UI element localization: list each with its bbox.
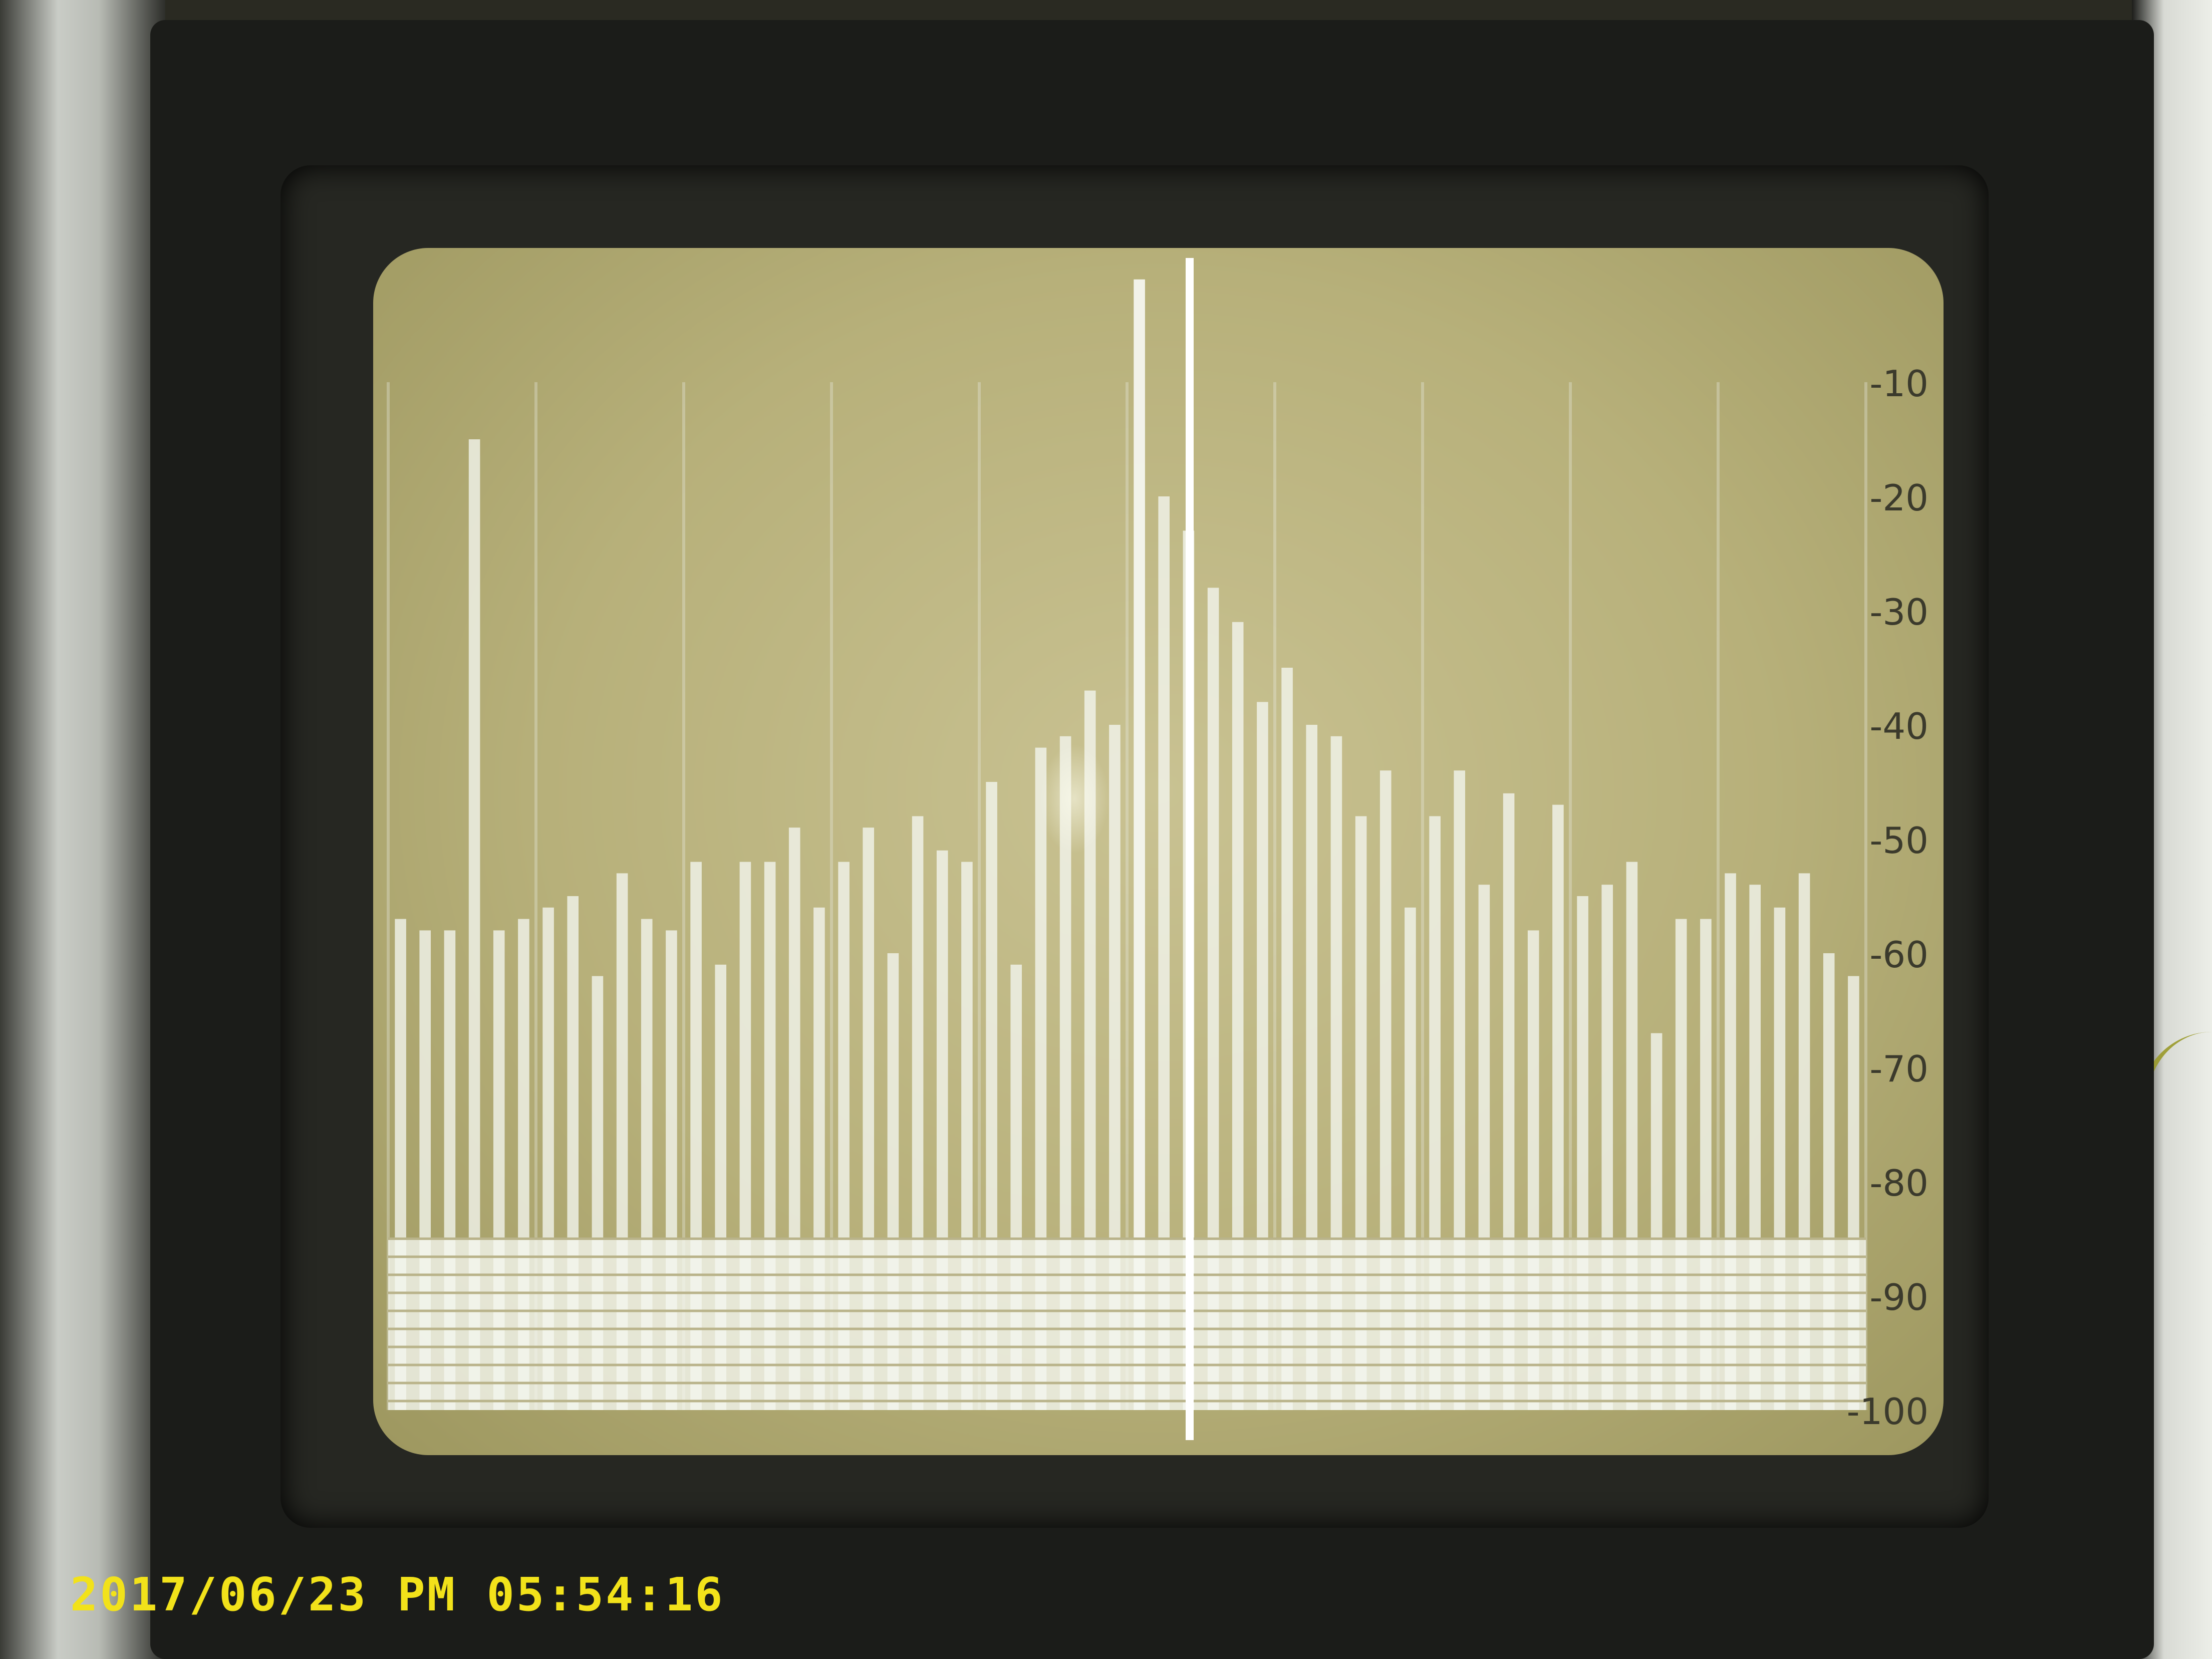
scale-label: -90 xyxy=(1869,1276,1928,1318)
scale-label: -30 xyxy=(1869,591,1928,633)
scale-label: -100 xyxy=(1847,1391,1928,1433)
spectrum-bar xyxy=(1281,668,1293,1410)
scale-label: -60 xyxy=(1869,934,1928,976)
scale-label: -20 xyxy=(1869,477,1928,519)
spectrum-bar xyxy=(1257,702,1268,1410)
scale-label: -70 xyxy=(1869,1048,1928,1090)
crt-screen: -10 -20 -30 -40 -50 -60 -70 -80 -90 -100 xyxy=(373,248,1944,1455)
spectrum-bar xyxy=(1084,690,1096,1410)
dB-scale: -10 -20 -30 -40 -50 -60 -70 -80 -90 -100 xyxy=(1847,363,1928,1433)
spectrum-bar xyxy=(1207,588,1219,1410)
spectrum-trace xyxy=(388,279,1866,1410)
scale-label: -40 xyxy=(1869,705,1928,747)
photo-timestamp: 2017/06/23 PM 05:54:16 xyxy=(70,1568,725,1621)
noise-floor xyxy=(388,1239,1866,1410)
scale-label: -10 xyxy=(1869,363,1928,405)
spectrum-bar xyxy=(1134,279,1145,1410)
spectrum-bar xyxy=(468,439,480,1410)
spectrum-bar xyxy=(1158,496,1170,1410)
scale-label: -80 xyxy=(1869,1162,1928,1204)
spectrum-bar xyxy=(1232,622,1244,1410)
glare-reflection xyxy=(1039,744,1110,854)
scale-label: -50 xyxy=(1869,819,1928,862)
left-wall xyxy=(0,0,165,1659)
spectrum-display: -10 -20 -30 -40 -50 -60 -70 -80 -90 -100 xyxy=(387,258,1928,1440)
